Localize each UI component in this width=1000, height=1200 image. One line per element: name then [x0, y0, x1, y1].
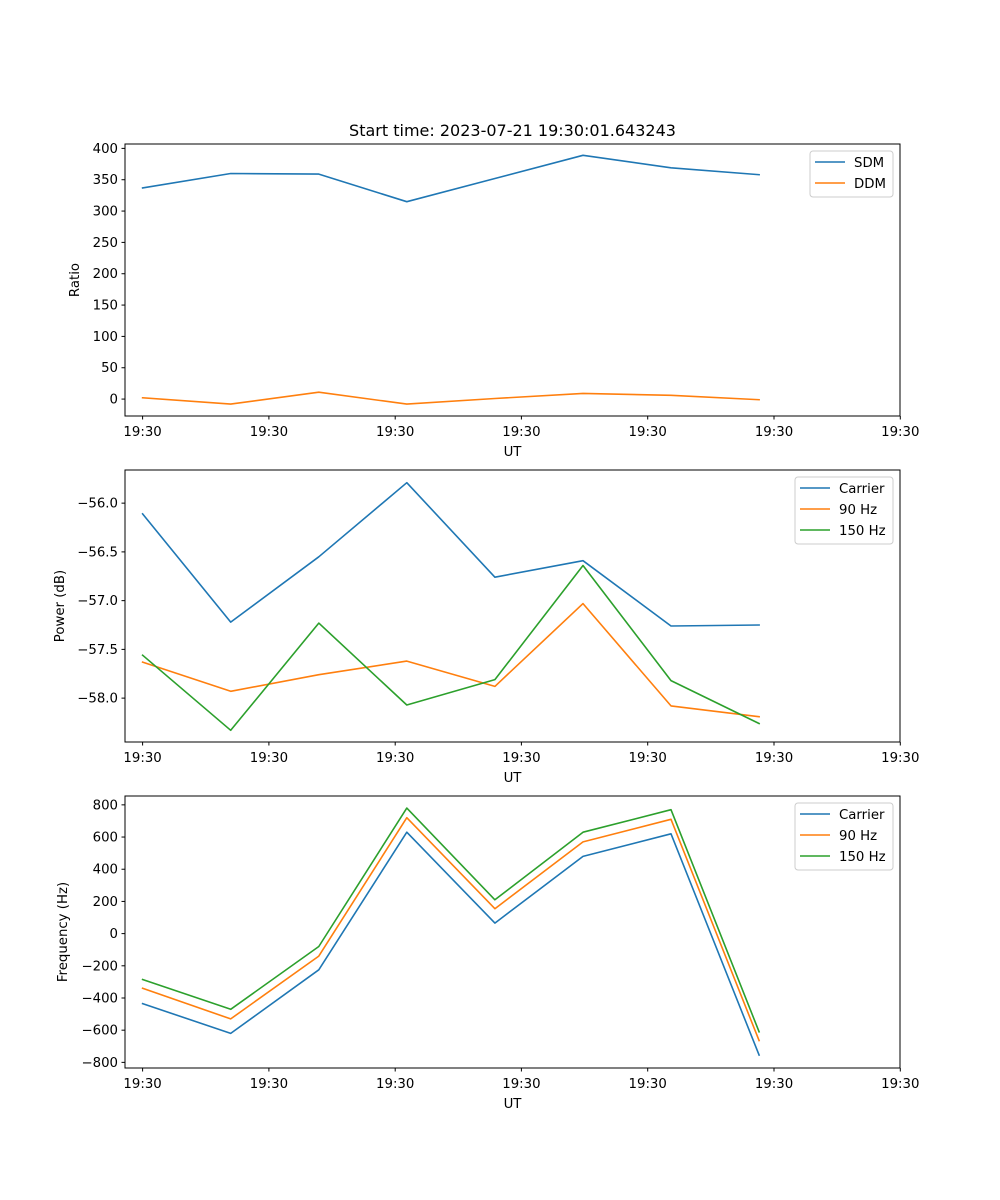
x-tick-label: 19:30 [881, 425, 919, 440]
x-tick-label: 19:30 [881, 751, 919, 766]
frequency-legend-box [794, 802, 894, 871]
series-line-sdm [141, 154, 760, 203]
x-tick-label: 19:30 [250, 1077, 288, 1092]
series-line-90-hz [141, 602, 760, 718]
y-tick-label: −58.0 [77, 692, 118, 707]
y-tick-label: 0 [110, 927, 118, 942]
y-tick-label: −200 [81, 959, 118, 974]
x-tick-label: 19:30 [123, 425, 161, 440]
y-tick-label: −56.0 [77, 497, 118, 512]
ratio-legend: SDM DDM [809, 150, 894, 198]
x-tick-label: 19:30 [502, 425, 540, 440]
power-x-axis: 19:30 19:30 19:30 19:30 19:30 19:30 19:30 [123, 742, 919, 766]
y-tick-label: 400 [93, 863, 118, 878]
power-x-axis-label: UT [504, 771, 523, 786]
ratio-panel: Start time: 2023-07-21 19:30:01.643243 0… [68, 121, 919, 460]
legend-label-ddm: DDM [854, 177, 886, 192]
y-tick-label: 150 [93, 299, 118, 314]
power-y-axis: −56.0 −56.5 −57.0 −57.5 −58.0 [77, 497, 125, 707]
x-tick-label: 19:30 [755, 1077, 793, 1092]
y-tick-label: −57.0 [77, 594, 118, 609]
y-tick-label: −57.5 [77, 643, 118, 658]
series-line-90-hz [141, 816, 761, 1042]
frequency-plot-frame [124, 795, 901, 1069]
legend-label-150hz: 150 Hz [839, 524, 886, 539]
power-legend-box [794, 476, 894, 545]
power-panel: −56.0−56.5−57.0−57.5−58.0 19:30 19:30 19:3… [53, 469, 919, 786]
ratio-series-lines [141, 154, 760, 405]
frequency-legend: Carrier 90 Hz 150 Hz [794, 802, 894, 871]
x-tick-label: 19:30 [250, 751, 288, 766]
legend-label-150hz: 150 Hz [839, 850, 886, 865]
chart-title: Start time: 2023-07-21 19:30:01.643243 [349, 121, 676, 140]
y-tick-label: 350 [93, 173, 118, 188]
y-tick-label: 200 [93, 267, 118, 282]
x-tick-label: 19:30 [502, 1077, 540, 1092]
series-line-carrier [141, 831, 761, 1057]
x-tick-label: 19:30 [376, 1077, 414, 1092]
power-y-axis-label: Power (dB) [53, 570, 68, 642]
frequency-x-axis-label: UT [504, 1097, 523, 1112]
x-tick-label: 19:30 [123, 751, 161, 766]
legend-label-90hz: 90 Hz [839, 503, 877, 518]
frequency-series-lines [141, 807, 761, 1057]
x-tick-label: 19:30 [881, 1077, 919, 1092]
y-tick-label: 50 [101, 361, 118, 376]
ratio-y-axis-label: Ratio [68, 263, 83, 297]
frequency-x-axis: 19:30 19:30 19:30 19:30 19:30 19:30 19:30 [123, 1068, 919, 1092]
series-line-carrier [141, 481, 760, 627]
x-tick-label: 19:30 [755, 425, 793, 440]
x-tick-label: 19:30 [629, 1077, 667, 1092]
x-tick-label: 19:30 [123, 1077, 161, 1092]
series-line-ddm [141, 391, 760, 405]
x-tick-label: 19:30 [629, 425, 667, 440]
y-tick-label: 600 [93, 831, 118, 846]
y-tick-label: 250 [93, 236, 118, 251]
legend-label-carrier: Carrier [839, 482, 885, 497]
x-tick-label: 19:30 [376, 751, 414, 766]
legend-label-carrier: Carrier [839, 808, 885, 823]
power-series-lines [141, 481, 761, 732]
x-tick-label: 19:30 [502, 751, 540, 766]
x-tick-label: 19:30 [629, 751, 667, 766]
ratio-plot-frame [124, 143, 901, 417]
x-tick-label: 19:30 [376, 425, 414, 440]
legend-label-90hz: 90 Hz [839, 829, 877, 844]
y-tick-label: −800 [81, 1056, 118, 1071]
series-line-150-hz [141, 564, 761, 732]
x-tick-label: 19:30 [755, 751, 793, 766]
y-tick-label: −400 [81, 991, 118, 1006]
frequency-y-axis-label: Frequency (Hz) [56, 882, 71, 982]
power-legend: Carrier 90 Hz 150 Hz [794, 476, 894, 545]
series-line-150-hz [141, 807, 761, 1033]
y-tick-label: 800 [93, 798, 118, 813]
frequency-y-axis: 800 600 400 200 0 −200 −400 −600 −800 [81, 798, 125, 1071]
ratio-x-axis: 19:30 19:30 19:30 19:30 19:30 19:30 19:30 [123, 416, 919, 440]
y-tick-label: −56.5 [77, 545, 118, 560]
legend-label-sdm: SDM [854, 156, 884, 171]
y-tick-label: −600 [81, 1024, 118, 1039]
ratio-x-axis-label: UT [504, 445, 523, 460]
x-tick-label: 19:30 [250, 425, 288, 440]
y-tick-label: 100 [93, 330, 118, 345]
y-tick-label: 400 [93, 142, 118, 157]
power-plot-frame [124, 469, 901, 743]
y-tick-label: 200 [93, 895, 118, 910]
y-tick-label: 300 [93, 205, 118, 220]
y-tick-label: 0 [110, 393, 118, 408]
ratio-y-axis: 0 50 100 150 200 250 300 350 400 [93, 142, 125, 408]
